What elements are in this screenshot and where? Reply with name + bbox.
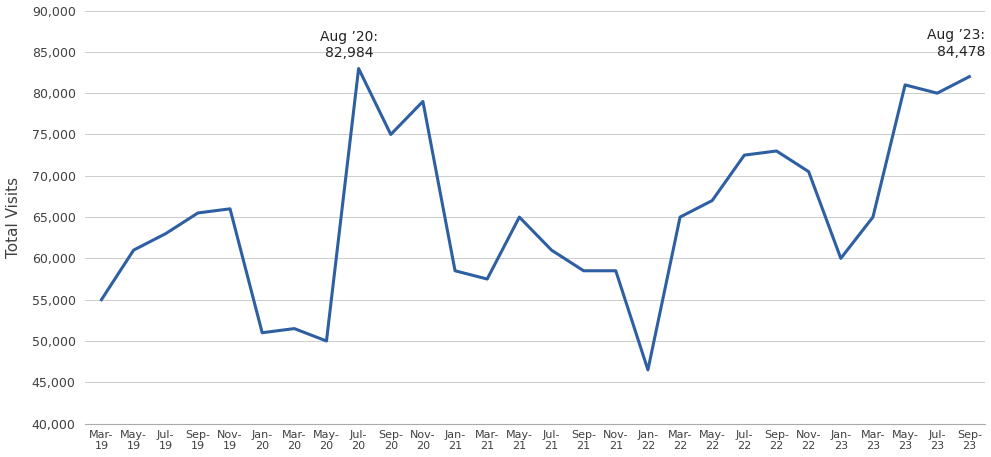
Y-axis label: Total Visits: Total Visits xyxy=(6,176,21,258)
Text: Aug ’23:
84,478: Aug ’23: 84,478 xyxy=(928,28,985,58)
Text: Aug ’20:
82,984: Aug ’20: 82,984 xyxy=(320,30,378,60)
